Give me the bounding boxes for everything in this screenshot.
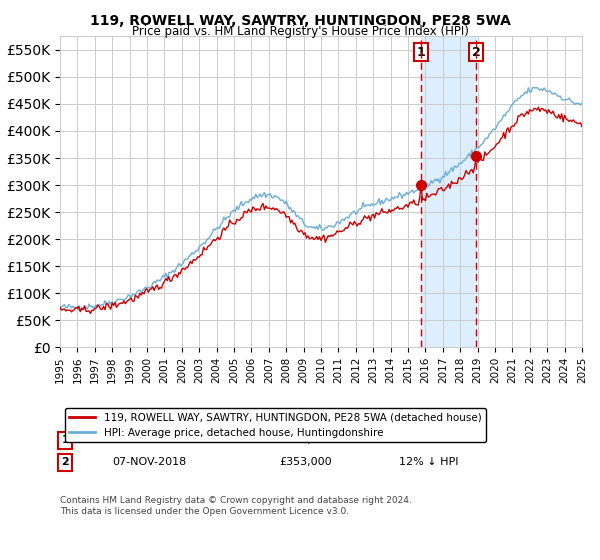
Text: 2: 2 [472, 46, 481, 59]
Text: Price paid vs. HM Land Registry's House Price Index (HPI): Price paid vs. HM Land Registry's House … [131, 25, 469, 38]
Bar [421, 36, 476, 347]
Text: 2: 2 [61, 457, 69, 467]
Text: 1: 1 [61, 436, 69, 445]
Text: £299,995: £299,995 [279, 436, 332, 445]
Text: 07-NOV-2018: 07-NOV-2018 [112, 457, 187, 467]
Text: Contains HM Land Registry data © Crown copyright and database right 2024.
This d: Contains HM Land Registry data © Crown c… [60, 496, 412, 516]
Text: 10% ↓ HPI: 10% ↓ HPI [400, 436, 458, 445]
Text: 1: 1 [416, 46, 425, 59]
Text: 119, ROWELL WAY, SAWTRY, HUNTINGDON, PE28 5WA: 119, ROWELL WAY, SAWTRY, HUNTINGDON, PE2… [89, 14, 511, 28]
Text: 30-SEP-2015: 30-SEP-2015 [112, 436, 183, 445]
Text: £353,000: £353,000 [279, 457, 332, 467]
Legend: 119, ROWELL WAY, SAWTRY, HUNTINGDON, PE28 5WA (detached house), HPI: Average pri: 119, ROWELL WAY, SAWTRY, HUNTINGDON, PE2… [65, 408, 485, 442]
Text: 12% ↓ HPI: 12% ↓ HPI [400, 457, 459, 467]
